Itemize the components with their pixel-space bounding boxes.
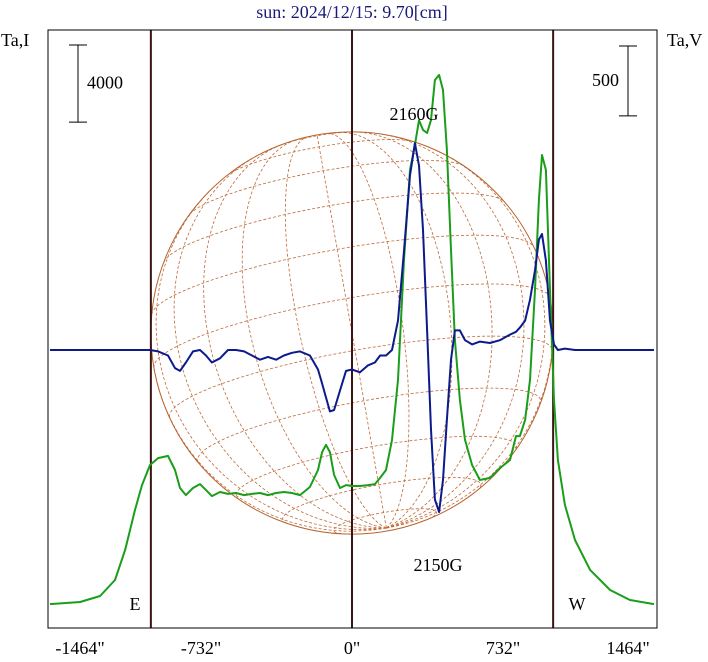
- sun-grid: [333, 508, 437, 535]
- plot-frame: [47, 29, 658, 629]
- y2-axis-label: Ta,V: [667, 30, 702, 50]
- x-tick-label: -732": [181, 638, 221, 658]
- annotation: W: [569, 594, 586, 614]
- sun-grid: [284, 136, 387, 529]
- sun-grid: [197, 387, 542, 463]
- x-tick-label: -1464": [55, 638, 104, 658]
- sun-grid: [241, 139, 387, 529]
- sun-grid: [173, 155, 387, 529]
- sun-grid: [163, 192, 506, 263]
- annotation: E: [130, 594, 141, 614]
- sun-grid: [316, 134, 387, 529]
- sun-grid: [169, 335, 553, 418]
- sun-grid: [226, 139, 416, 176]
- sun-grid: [386, 149, 546, 529]
- scale-bar-label: 500: [592, 70, 619, 90]
- sun-grid: [189, 160, 464, 215]
- annotation: 2150G: [414, 555, 463, 575]
- sun-grid: [353, 131, 493, 529]
- sun-grid: [151, 234, 535, 315]
- series-line: [49, 73, 655, 606]
- sun-grid: [203, 144, 387, 529]
- sun-grid: [235, 435, 517, 500]
- x-tick-label: 732": [486, 638, 520, 658]
- series-line: [50, 142, 654, 513]
- sun-grid: [337, 132, 453, 529]
- scale-bar-label: 4000: [87, 73, 123, 93]
- sun-grid: [282, 477, 482, 524]
- sun-grid: [386, 298, 554, 529]
- y-axis-label: Ta,I: [1, 30, 29, 50]
- x-tick-label: 0": [344, 638, 360, 658]
- x-tick-label: 1464": [606, 638, 649, 658]
- chart-title: sun: 2024/12/15: 9.70[cm]: [256, 2, 448, 22]
- annotation: 2160G: [390, 104, 439, 124]
